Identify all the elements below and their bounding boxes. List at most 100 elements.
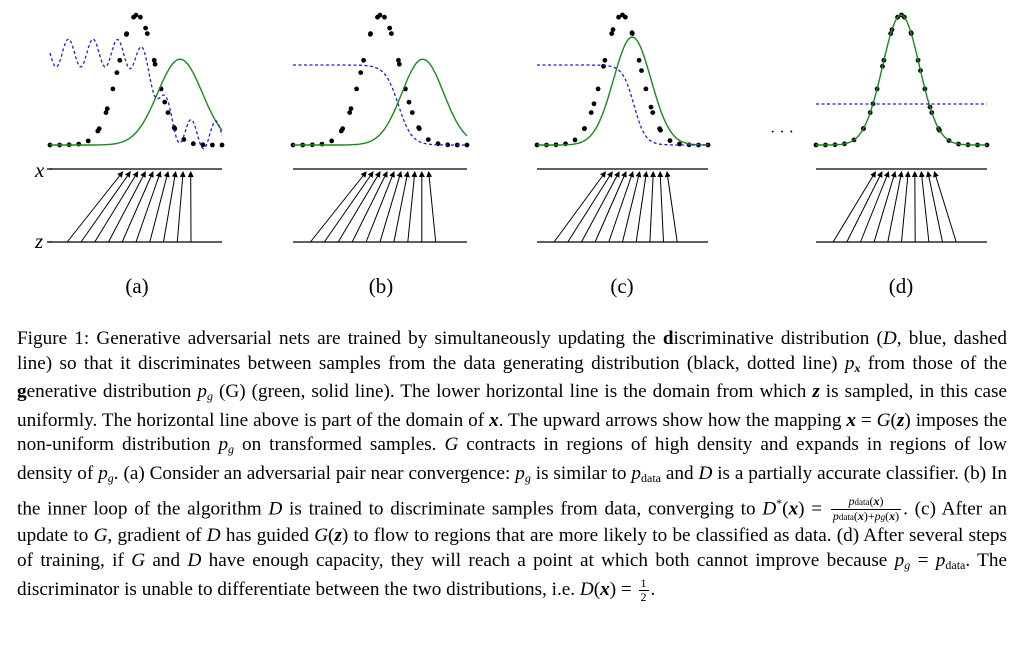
mapping-arrow — [426, 171, 437, 243]
mapping-arrow — [393, 171, 410, 243]
mapping-arrow — [933, 171, 957, 243]
caption-math: x — [854, 360, 861, 375]
caption-math: p — [935, 549, 946, 571]
caption-math: g — [524, 470, 531, 485]
caption-text: is sampled, in this case uniformly. The … — [17, 381, 1007, 431]
panel-label-a: (a) — [125, 274, 149, 298]
mapping-arrow — [832, 171, 876, 243]
caption-math: x — [600, 579, 610, 601]
caption-text: . (c) After an update to — [17, 497, 1007, 547]
mapping-arrow — [365, 171, 395, 243]
data-point — [375, 14, 380, 20]
caption-math: D — [187, 549, 202, 571]
caption-text: from those of the — [860, 352, 1007, 374]
data-point — [144, 31, 150, 36]
data-point — [117, 57, 123, 63]
caption-math: p — [631, 462, 641, 484]
data-point — [435, 141, 441, 147]
caption-text: is trained to discriminate samples from … — [282, 497, 763, 519]
z-axis-label: z — [35, 229, 44, 253]
caption-math: p — [515, 462, 525, 484]
mapping-arrow — [649, 171, 657, 243]
caption-math: data — [641, 470, 661, 485]
caption-math: D — [762, 497, 777, 519]
caption-text: imposes the non-uniform distribution — [17, 409, 1007, 456]
caption-math: G — [444, 434, 459, 456]
data-point — [629, 31, 635, 36]
x-axis-label: x — [35, 158, 45, 182]
mapping-arrow — [664, 171, 678, 243]
mapping-arrow — [323, 171, 374, 243]
caption-math: x — [788, 497, 799, 519]
mapping-arrow — [567, 171, 613, 243]
caption-math: p — [218, 434, 229, 456]
caption-text: . The discriminator is unable to differe… — [17, 549, 1007, 601]
panel-label-c: (c) — [610, 274, 634, 298]
caption-fraction: pdata(x) pdata(x)+pg(x) — [830, 494, 902, 524]
caption-text: is similar to — [530, 462, 632, 484]
data-point — [329, 138, 335, 144]
data-point — [382, 14, 387, 20]
data-point — [358, 70, 364, 75]
caption-text: (G) (green, solid line). The lower horiz… — [212, 381, 813, 403]
caption-text: and — [661, 462, 699, 484]
ellipsis: · · · — [770, 124, 794, 141]
data-point — [131, 14, 137, 20]
data-point — [588, 110, 594, 115]
caption-text: on transformed samples. — [234, 434, 445, 456]
mapping-arrow — [149, 171, 170, 243]
data-point — [643, 86, 649, 92]
data-point — [219, 142, 225, 148]
data-point — [96, 126, 102, 132]
data-point — [650, 110, 656, 115]
caption-math: p — [197, 381, 207, 403]
data-point — [616, 14, 621, 20]
data-point — [572, 137, 578, 143]
data-point — [623, 14, 628, 20]
data-point — [172, 126, 178, 132]
mapping-arrow — [176, 171, 186, 243]
caption-math: p — [98, 462, 108, 484]
caption-math: D — [698, 462, 713, 484]
caption-text: . The upward arrows show how the mapping — [498, 409, 847, 431]
data-point — [143, 25, 149, 31]
caption-text: Generative adversarial nets are trained … — [89, 328, 663, 349]
caption-math: p — [894, 549, 905, 571]
data-point — [591, 101, 597, 107]
mapping-arrow — [581, 171, 620, 243]
caption-math: x — [846, 409, 856, 431]
mapping-arrow — [887, 171, 904, 243]
generator-curve — [50, 58, 223, 146]
data-point — [464, 142, 470, 148]
data-point — [396, 57, 401, 63]
mapping-arrow — [337, 171, 381, 243]
mapping-arrow — [108, 171, 146, 243]
mapping-arrow — [622, 171, 642, 243]
figure-illustration: · · · — [47, 12, 990, 243]
caption-math: g — [107, 470, 114, 485]
data-point — [667, 138, 673, 144]
mapping-arrow — [925, 171, 943, 243]
data-point — [648, 104, 654, 110]
mapping-arrow — [657, 171, 664, 243]
mapping-arrow — [553, 171, 606, 243]
data-point — [425, 137, 431, 143]
data-point — [103, 110, 109, 115]
mapping-arrow — [608, 171, 635, 243]
caption-math: data — [945, 557, 966, 572]
discriminator-curve — [49, 38, 223, 150]
mapping-arrow — [135, 171, 162, 243]
data-point — [340, 126, 346, 132]
data-point — [165, 110, 171, 115]
caption-text: have enough capacity, they will reach a … — [201, 549, 895, 571]
caption-text: is a partially accurate classifier. (b) … — [17, 462, 1007, 519]
mapping-arrow — [873, 171, 897, 243]
caption-text: , blue, dashed line) so that it discrimi… — [17, 328, 1007, 374]
figure-caption: Figure 1: Generative adversarial nets ar… — [17, 328, 1007, 605]
discriminator-curve — [537, 64, 708, 146]
data-point — [151, 57, 157, 63]
generator-curve — [816, 14, 987, 146]
mapping-arrow — [635, 171, 649, 243]
data-point — [636, 57, 642, 63]
